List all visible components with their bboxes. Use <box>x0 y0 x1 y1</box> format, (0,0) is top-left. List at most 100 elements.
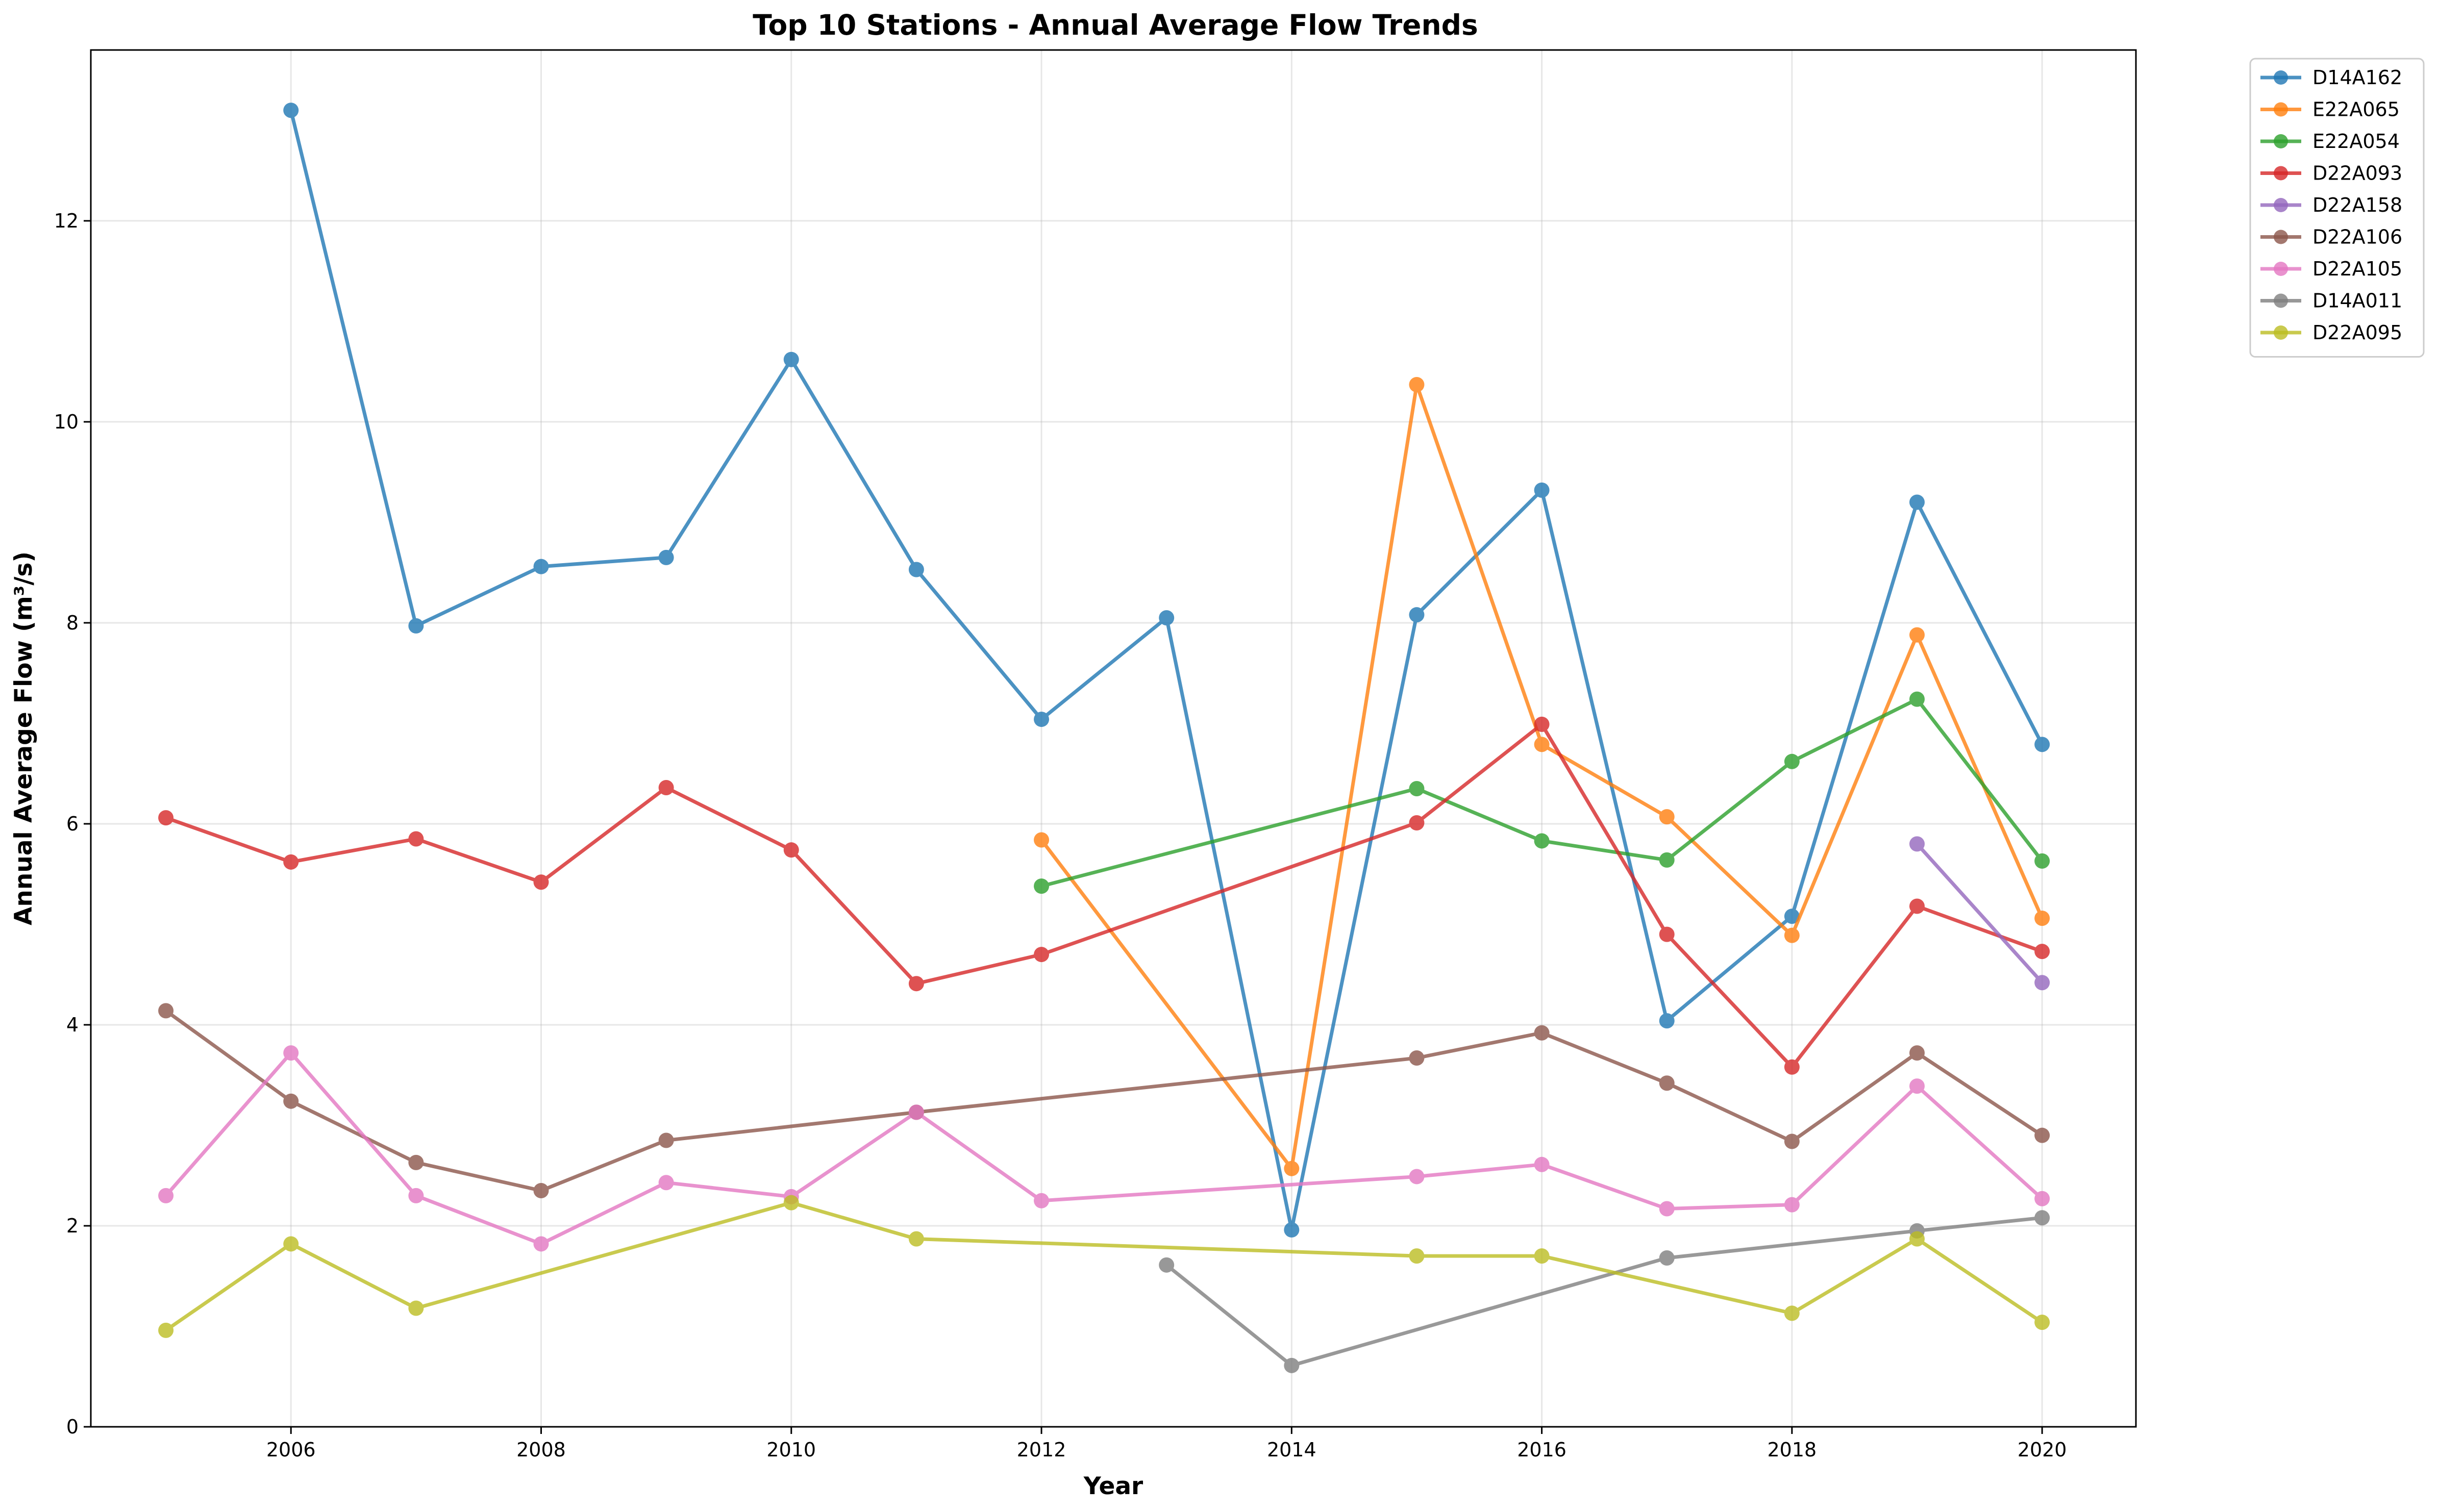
legend-marker <box>2274 70 2288 85</box>
y-tick-label: 10 <box>54 411 79 433</box>
data-point <box>1909 1231 1925 1247</box>
data-point <box>1409 607 1425 623</box>
data-point <box>1909 691 1925 707</box>
data-point <box>1659 809 1675 825</box>
y-tick-label: 12 <box>54 210 79 232</box>
series-D14A011 <box>1159 1210 2050 1373</box>
legend-marker <box>2274 102 2288 117</box>
data-point <box>1534 1248 1550 1264</box>
data-point <box>283 854 299 870</box>
data-point <box>1784 1133 1800 1149</box>
x-tick-label: 2006 <box>266 1439 316 1461</box>
data-point <box>533 1236 549 1252</box>
legend-marker <box>2274 293 2288 308</box>
series-E22A065 <box>1034 377 2050 1176</box>
legend-item: E22A065 <box>2260 98 2400 121</box>
legend-marker <box>2274 166 2288 181</box>
data-point <box>1034 1193 1050 1208</box>
data-point <box>908 976 924 992</box>
data-point <box>1409 1050 1425 1066</box>
legend-item: D22A158 <box>2260 194 2402 216</box>
data-point <box>1534 482 1550 498</box>
data-point <box>783 351 799 367</box>
x-tick-label: 2008 <box>516 1439 566 1461</box>
series-line <box>1039 383 2044 1171</box>
legend-label: E22A065 <box>2312 98 2400 121</box>
data-point <box>1909 898 1925 914</box>
data-point <box>1784 1305 1800 1321</box>
series-D22A093 <box>158 716 2050 1075</box>
data-point <box>908 1104 924 1120</box>
series-line <box>1915 842 2044 985</box>
data-point <box>1784 1197 1800 1213</box>
data-point <box>158 810 174 826</box>
data-point <box>2034 944 2050 960</box>
data-point <box>533 1183 549 1199</box>
legend-label: D14A011 <box>2312 290 2402 312</box>
data-point <box>2034 853 2050 869</box>
data-point <box>1909 1078 1925 1094</box>
data-point <box>283 1093 299 1109</box>
x-tick-label: 2012 <box>1017 1439 1066 1461</box>
data-point <box>283 1045 299 1061</box>
data-point <box>658 780 674 796</box>
data-point <box>533 874 549 890</box>
data-point <box>1409 781 1425 797</box>
legend-item: D22A106 <box>2260 226 2402 248</box>
series-layer <box>158 103 2050 1373</box>
data-point <box>783 1195 799 1211</box>
data-point <box>2034 1210 2050 1226</box>
data-point <box>158 1003 174 1019</box>
legend-item: D22A095 <box>2260 321 2402 344</box>
data-point <box>533 559 549 574</box>
legend-label: D14A162 <box>2312 66 2402 89</box>
data-point <box>908 562 924 577</box>
y-tick-label: 6 <box>66 813 79 835</box>
legend-marker <box>2274 325 2288 340</box>
data-point <box>1159 610 1175 626</box>
data-point <box>1784 909 1800 924</box>
data-point <box>1909 627 1925 643</box>
data-point <box>408 1154 424 1170</box>
data-point <box>2034 1191 2050 1206</box>
legend-item: D14A011 <box>2260 290 2402 312</box>
data-point <box>908 1231 924 1247</box>
y-tick-label: 4 <box>66 1014 79 1036</box>
series-line <box>164 1051 2044 1246</box>
data-point <box>1159 1257 1175 1273</box>
legend-marker <box>2274 198 2288 212</box>
data-point <box>1034 712 1050 727</box>
data-point <box>1034 947 1050 963</box>
data-point <box>1409 1169 1425 1185</box>
x-tick-label: 2010 <box>766 1439 816 1461</box>
data-point <box>1659 1013 1675 1029</box>
series-D22A095 <box>158 1195 2050 1338</box>
legend: D14A162 E22A065 E22A054 D22A093 D22A158 D22A1… <box>2249 58 2425 358</box>
data-point <box>408 1300 424 1316</box>
series-D14A162 <box>283 103 2050 1238</box>
data-point <box>158 1188 174 1203</box>
data-point <box>1659 852 1675 868</box>
x-axis-title: Year <box>1083 1472 1143 1500</box>
series-line <box>164 1201 2044 1332</box>
series-D22A158 <box>1909 836 2050 991</box>
data-point <box>2034 911 2050 926</box>
data-point <box>1534 1156 1550 1172</box>
series-line <box>164 1009 2044 1193</box>
legend-label: D22A095 <box>2312 321 2402 344</box>
x-tick-label: 2014 <box>1267 1439 1316 1461</box>
data-point <box>658 1175 674 1191</box>
legend-label: D22A106 <box>2312 226 2402 248</box>
y-tick-label: 8 <box>66 612 79 634</box>
data-point <box>1034 832 1050 848</box>
data-point <box>2034 975 2050 991</box>
legend-item: D22A105 <box>2260 258 2402 280</box>
data-point <box>2034 737 2050 752</box>
data-point <box>1659 1201 1675 1217</box>
data-point <box>1784 927 1800 943</box>
data-point <box>1284 1357 1300 1373</box>
legend-label: D22A158 <box>2312 194 2402 216</box>
data-point <box>1284 1161 1300 1176</box>
